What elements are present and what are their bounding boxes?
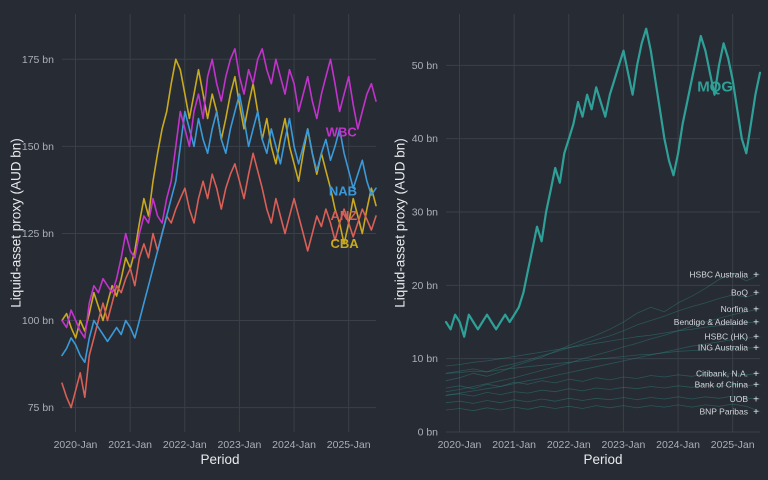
- endpoint-plus-marker: +: [753, 395, 759, 406]
- y-tick-label: 50 bn: [412, 60, 438, 72]
- left-chart-svg: 2020-Jan 2021-Jan 2022-Jan 2023-Jan 2024-Jan…: [22, 14, 377, 451]
- y-tick-label: 125 bn: [22, 228, 54, 240]
- endpoint-plus-marker: +: [753, 304, 759, 315]
- endpoint-plus-marker: +: [753, 318, 759, 329]
- x-tick-label: 2024-Jan: [656, 439, 700, 451]
- x-tick-label: 2021-Jan: [108, 439, 152, 451]
- endpoint-plus-marker: +: [753, 369, 759, 380]
- minor-series-label: Bank of China: [695, 379, 749, 389]
- series-line-MQG: [444, 27, 762, 338]
- y-tick-label: 150 bn: [22, 141, 54, 153]
- minor-series-label: Norfina: [721, 304, 749, 314]
- y-tick-label: 40 bn: [412, 133, 438, 145]
- x-tick-label: 2020-Jan: [54, 439, 98, 451]
- minor-series-line: [445, 336, 761, 396]
- minor-series-label: ING Australia: [698, 343, 748, 353]
- minor-series-label: BNP Paribas: [699, 406, 748, 416]
- x-tick-label: 2020-Jan: [438, 439, 482, 451]
- series-line-ANZ: [61, 152, 377, 409]
- x-tick-label: 2022-Jan: [163, 439, 207, 451]
- minor-series-line: [445, 292, 761, 374]
- x-tick-label: 2023-Jan: [218, 439, 262, 451]
- y-tick-label: 100 bn: [22, 315, 54, 327]
- y-tick-label: 30 bn: [412, 207, 438, 219]
- x-tick-label: 2025-Jan: [327, 439, 371, 451]
- y-tick-label: 175 bn: [22, 54, 54, 66]
- y-tick-label: 10 bn: [412, 353, 438, 365]
- series-line-WBC: [61, 47, 377, 339]
- minor-series-label: HSBC (HK): [705, 332, 749, 342]
- x-tick-label: 2023-Jan: [602, 439, 646, 451]
- endpoint-plus-marker: +: [753, 270, 759, 281]
- minor-series-label: UOB: [730, 394, 749, 404]
- minor-series-line: [445, 347, 761, 374]
- x-tick-label: 2022-Jan: [547, 439, 591, 451]
- series-label-WBC: WBC: [326, 124, 358, 139]
- x-tick-label: 2021-Jan: [492, 439, 536, 451]
- minor-series-line: [445, 403, 761, 412]
- y-tick-label: 75 bn: [28, 402, 54, 414]
- endpoint-plus-marker: +: [753, 343, 759, 354]
- right-chart-svg: 2020-Jan 2021-Jan 2022-Jan 2023-Jan 2024-Jan…: [412, 14, 762, 451]
- series-label-MQG: MQG: [697, 78, 733, 95]
- y-tick-label: 20 bn: [412, 280, 438, 292]
- minor-series-line: [445, 321, 761, 367]
- y-tick-label: 0 bn: [418, 427, 439, 439]
- minor-series-line: [445, 308, 761, 393]
- x-tick-label: 2025-Jan: [711, 439, 755, 451]
- minor-series-label: Citibank, N.A.: [696, 368, 748, 378]
- minor-series-line: [445, 383, 761, 397]
- endpoint-plus-marker: +: [753, 407, 759, 418]
- minor-series-line: [445, 372, 761, 390]
- series-line-NAB: [61, 93, 377, 364]
- minor-series-label: Bendigo & Adelaide: [674, 317, 748, 327]
- minor-series-line: [445, 273, 761, 382]
- minor-series-label: BoQ: [731, 288, 748, 298]
- minor-series-label: HSBC Australia: [689, 269, 748, 279]
- series-label-ANZ: ANZ: [330, 208, 357, 223]
- endpoint-plus-marker: +: [753, 380, 759, 391]
- endpoint-plus-marker: +: [753, 288, 759, 299]
- x-tick-label: 2024-Jan: [272, 439, 316, 451]
- series-label-CBA: CBA: [330, 236, 359, 251]
- minor-series-line: [445, 395, 761, 404]
- endpoint-plus-marker: +: [753, 332, 759, 343]
- series-label-NAB: NAB: [329, 184, 357, 199]
